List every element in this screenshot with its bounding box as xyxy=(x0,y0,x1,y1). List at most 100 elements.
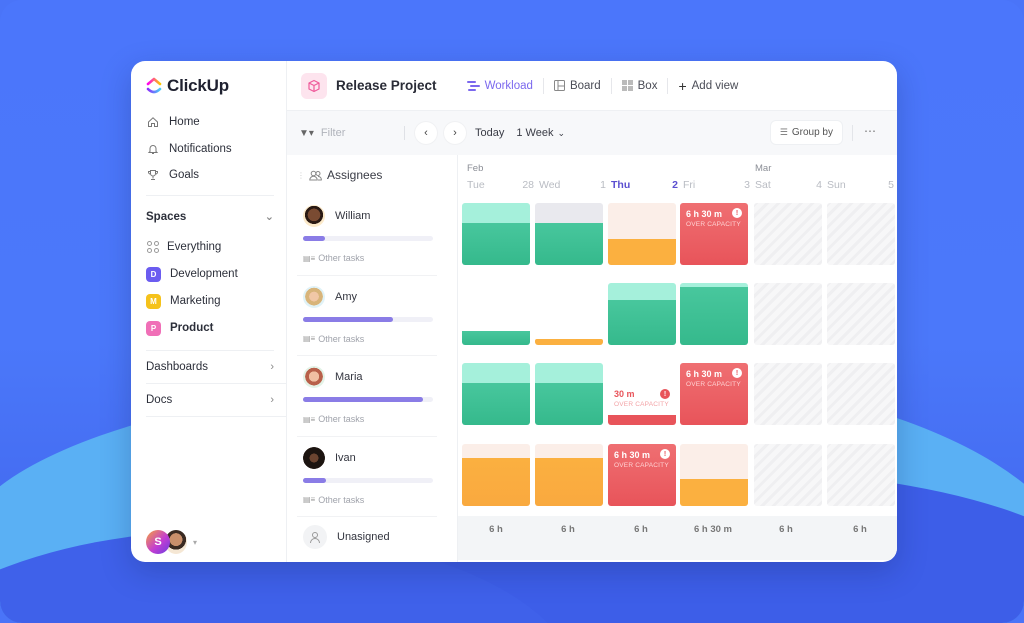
workload-cell[interactable] xyxy=(462,283,530,345)
sidebar-item-home[interactable]: Home xyxy=(146,109,286,136)
capacity-fill xyxy=(303,397,423,402)
tab-label: Board xyxy=(569,79,601,92)
over-capacity-cell[interactable]: 6 h 30 m OVER CAPACITY ! xyxy=(608,444,676,506)
sidebar-item-label: Marketing xyxy=(170,295,221,307)
topbar: Release Project Workload Board Box xyxy=(287,61,897,111)
weekend-cell xyxy=(827,203,895,265)
assignee-row[interactable]: Ivan ▤≡ Other tasks xyxy=(287,437,457,518)
everything-icon xyxy=(146,240,160,254)
logo[interactable]: ClickUp xyxy=(146,61,286,109)
spaces-header[interactable]: Spaces ⌄ xyxy=(146,200,286,234)
workload-cell[interactable] xyxy=(680,444,748,506)
tasks-icon: ▤≡ xyxy=(303,495,316,504)
workload-cell[interactable] xyxy=(462,363,530,425)
over-capacity-cell[interactable]: 6 h 30 m OVER CAPACITY ! xyxy=(680,363,748,425)
workload-cell[interactable] xyxy=(535,444,603,506)
sidebar-item-docs[interactable]: Docs › xyxy=(146,384,286,417)
capacity-bar xyxy=(303,477,433,483)
sidebar-item-marketing[interactable]: M Marketing xyxy=(146,288,286,315)
over-capacity-cell[interactable]: 30 m OVER CAPACITY ! xyxy=(608,363,676,425)
user-menu[interactable]: S ▾ xyxy=(146,530,197,554)
workload-cell[interactable] xyxy=(535,203,603,265)
filter-input[interactable]: ▼▾ Filter xyxy=(299,127,404,139)
other-tasks-link[interactable]: ▤≡ Other tasks xyxy=(303,334,457,344)
weekend-cell xyxy=(754,444,822,506)
over-capacity-cell[interactable]: 6 h 30 m OVER CAPACITY ! xyxy=(680,203,748,265)
over-capacity-value: 30 m xyxy=(614,389,635,399)
sidebar-item-goals[interactable]: Goals xyxy=(146,162,286,189)
range-dropdown[interactable]: 1 Week ⌄ xyxy=(516,127,565,139)
toolbar: ▼▾ Filter ‹ › Today 1 Week ⌄ ☰ Group by … xyxy=(287,111,897,155)
chevron-down-icon[interactable]: ⌄ xyxy=(264,211,274,223)
assignee-name: William xyxy=(335,210,371,222)
day-header: Fri 3 xyxy=(683,179,750,191)
capacity-fill xyxy=(303,316,393,322)
unassigned-row[interactable]: Unasigned xyxy=(287,517,457,549)
group-by-button[interactable]: ☰ Group by xyxy=(770,121,842,144)
other-tasks-link[interactable]: ▤≡ Other tasks xyxy=(303,495,457,505)
workload-cell[interactable] xyxy=(608,283,676,345)
add-view-button[interactable]: + Add view xyxy=(668,76,748,96)
info-icon[interactable]: ! xyxy=(660,449,670,459)
over-capacity-value: 6 h 30 m xyxy=(614,450,651,460)
clickup-logo-icon xyxy=(146,77,162,94)
month-label: Mar xyxy=(755,163,772,174)
prev-week-button[interactable]: ‹ xyxy=(415,122,437,144)
tasks-icon: ▤≡ xyxy=(303,334,316,343)
sidebar-item-product[interactable]: P Product xyxy=(146,315,286,342)
space-badge-icon: P xyxy=(146,320,161,336)
divider xyxy=(146,194,274,196)
workspace-avatar: S xyxy=(146,530,170,554)
workload-cell[interactable] xyxy=(462,203,530,265)
user-avatar xyxy=(165,530,187,554)
tab-workload[interactable]: Workload xyxy=(457,76,543,96)
info-icon[interactable]: ! xyxy=(732,368,742,378)
total-hours: 6 h 30 m xyxy=(693,524,733,535)
assignee-row[interactable]: Amy ▤≡ Other tasks xyxy=(287,276,457,357)
tab-board[interactable]: Board xyxy=(544,76,611,96)
space-badge-icon: D xyxy=(146,266,161,282)
workload-cell[interactable] xyxy=(535,283,603,345)
tab-box[interactable]: Box xyxy=(612,76,668,96)
person-icon xyxy=(303,525,327,549)
caret-down-icon: ▾ xyxy=(193,537,198,547)
add-view-label: Add view xyxy=(691,79,739,92)
workload-cell[interactable] xyxy=(462,444,530,506)
other-tasks-link[interactable]: ▤≡ Other tasks xyxy=(303,414,457,424)
tab-label: Workload xyxy=(484,79,533,92)
sidebar-item-notifications[interactable]: Notifications xyxy=(146,136,286,163)
workload-content: ⋮ Assignees William ▤≡ Other tasks xyxy=(287,155,897,562)
workload-cell[interactable] xyxy=(608,203,676,265)
today-button[interactable]: Today xyxy=(475,127,505,139)
sidebar-item-label: Product xyxy=(170,322,214,334)
assignee-row[interactable]: William ▤≡ Other tasks xyxy=(287,195,457,276)
next-week-button[interactable]: › xyxy=(444,122,466,144)
sidebar-item-everything[interactable]: Everything xyxy=(146,234,286,261)
weekend-cell xyxy=(754,283,822,345)
other-tasks-link[interactable]: ▤≡ Other tasks xyxy=(303,253,457,263)
sidebar-item-dashboards[interactable]: Dashboards › xyxy=(146,351,286,384)
drag-handle-icon[interactable]: ⋮ xyxy=(297,170,305,180)
capacity-bar xyxy=(303,397,433,402)
info-icon[interactable]: ! xyxy=(732,208,742,218)
sidebar-item-label: Development xyxy=(170,268,238,280)
capacity-fill xyxy=(303,236,326,241)
divider xyxy=(852,125,853,141)
tasks-icon: ▤≡ xyxy=(303,414,316,424)
weekend-cell xyxy=(754,203,822,265)
workload-cell[interactable] xyxy=(680,283,748,345)
chevron-right-icon: › xyxy=(270,393,274,406)
home-icon xyxy=(146,115,160,129)
sidebar-item-development[interactable]: D Development xyxy=(146,261,286,288)
tasks-icon: ▤≡ xyxy=(303,253,316,263)
info-icon[interactable]: ! xyxy=(660,389,670,399)
workload-cell[interactable] xyxy=(535,363,603,425)
over-capacity-label: OVER CAPACITY xyxy=(614,462,669,469)
day-header: Sun 5 xyxy=(827,179,894,191)
assignee-row[interactable]: Maria ▤≡ Other tasks xyxy=(287,356,457,437)
over-capacity-value: 6 h 30 m xyxy=(686,369,723,379)
chevron-left-icon: ‹ xyxy=(424,127,428,139)
logo-text: ClickUp xyxy=(167,76,229,95)
more-options-icon[interactable]: ⋯ xyxy=(864,124,877,138)
day-header: Tue 28 xyxy=(467,179,534,191)
